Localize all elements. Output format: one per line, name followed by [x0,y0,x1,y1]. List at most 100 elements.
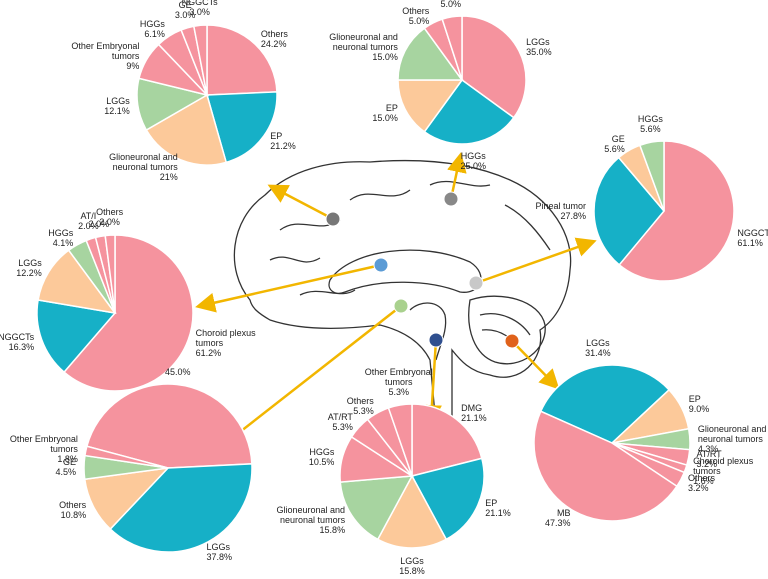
slice-value: 15.8% [399,566,425,576]
pie-slice [339,475,414,541]
slice-label: HGGs 4.1% [0,228,73,248]
slice-name: Others [59,499,87,510]
slice-value: 3.0% [174,10,196,21]
pie-slice [104,234,116,314]
slice-name: Other Embryonal tumors [71,41,140,61]
slice-label: GE 5.6% [541,134,625,154]
slice-value: 61.2% [195,347,222,358]
slice-value: 6.1% [144,29,165,40]
location-dots [325,191,520,349]
slice-label: Others 3.2% [688,473,768,493]
slice-value: 9% [126,61,140,71]
slice-value: 12.1% [104,106,130,117]
slice-label: Others 5.3% [290,396,374,416]
slice-name: DMG [461,402,483,413]
slice-value: 15.0% [372,112,398,123]
slice-value: 25.0% [460,161,487,172]
slice-label: Others 2.0% [68,207,152,227]
slice-label: Glioneuronal and neuronal tumors 4.3% [698,424,768,454]
slice-name: Others [687,473,715,484]
pie-slice [63,234,194,392]
slice-label: HGGs 6.1% [81,19,165,39]
pie-slice [397,27,464,81]
slice-label: NGGCTs 16.3% [0,332,34,352]
slice-name: AT/RT [327,412,353,423]
slice-label: LGGs 12.1% [46,96,130,116]
slice-value: 27.8% [560,211,586,222]
slice-value: 45.0% [164,366,191,377]
pie-slice [461,15,527,119]
slice-label: Other Embryonal tumors 9% [55,41,139,71]
slice-name: LGGs [18,257,42,268]
slice-name: MB [556,508,571,519]
slice-label: Glioneuronal and neuronal tumors 21% [94,152,178,182]
slice-value: 21.1% [461,412,487,423]
slice-label: Other Embryonal tumors 5.3% [357,367,441,397]
slice-name: Choroid plexus tumors [195,327,256,348]
slice-value: 21.2% [270,140,296,151]
slice-label: GE 4.5% [0,457,76,477]
slice-value: 31.4% [585,348,611,359]
slice-label: Choroid plexus tumors 61.2% [196,328,280,358]
slice-name: Pineal tumor [535,201,586,212]
slice-name: GE [611,133,625,144]
slice-name: LGGs [206,541,230,552]
slice-label: Pineal tumor 27.8% [502,201,586,221]
slice-label: 2.0% [57,219,141,229]
slice-name: Glioneuronal and neuronal tumors [276,504,346,525]
slice-value: 5.3% [388,387,410,398]
slice-value: 3.0% [189,7,210,18]
slice-label: AT/RT 3.2% [697,449,768,469]
pie-slice [145,93,228,166]
slice-label: NGGCTs 3.0% [158,0,242,17]
slice-value: 5.0% [440,0,461,9]
slice-label: MB 47.3% [486,508,571,529]
slice-value: 21% [159,172,178,183]
slice-name: Other Embryonal tumors [9,434,78,455]
slice-value: 61.1% [737,237,763,248]
slice-label: LGGs 12.2% [0,258,42,278]
slice-name: LGGs [400,556,424,566]
slice-name: HGGs [48,227,74,238]
pie-slice [539,364,671,444]
slice-value: 16.3% [8,342,35,353]
slice-label: EP 21.1% [485,498,569,518]
slice-label: EP 15.0% [314,103,398,123]
slice-label: EP 9.0% [689,394,768,414]
slice-name: EP [485,498,498,509]
slice-value: 4.3% [697,443,719,454]
slice-label: HGGs 5.6% [608,114,692,134]
pie-slice [84,445,169,469]
slice-name: NGGCTs [0,332,35,343]
slice-label: GE 3.0% [143,0,227,20]
slice-value: 47.3% [544,518,571,529]
slice-label: LGGs 31.4% [556,338,640,358]
pie-slice [397,79,464,133]
slice-value: 3.2% [687,483,709,494]
slice-value: 2.0% [78,221,99,232]
slice-value: 24.2% [260,38,287,49]
pie-slice [533,410,678,522]
slice-name: HGGs [309,446,335,457]
pie-slice [206,91,278,164]
pie-slice [37,249,117,315]
slice-value: 4.5% [55,467,76,478]
pie-slice [638,140,665,212]
slice-value: 37.8% [206,551,233,562]
slice-value: 5.6% [640,124,661,135]
brain [233,159,572,431]
slice-value: 35.0% [526,47,552,58]
slice-value: 1.8% [57,454,78,465]
slice-label: AT/RT 5.3% [269,412,353,432]
slice-name: AT/I [80,211,97,222]
slice-value: 5.0% [408,15,430,26]
slice-name: Others [346,395,374,406]
slice-label: Other Embryonal tumors 1.8% [0,434,78,464]
slice-name: HGGs [460,151,486,162]
pie-slice [410,457,485,541]
slice-name: Others [260,28,288,39]
pie-slice [411,403,483,477]
slice-value: 5.6% [604,143,625,154]
slice-label: DMG 21.1% [461,403,545,423]
